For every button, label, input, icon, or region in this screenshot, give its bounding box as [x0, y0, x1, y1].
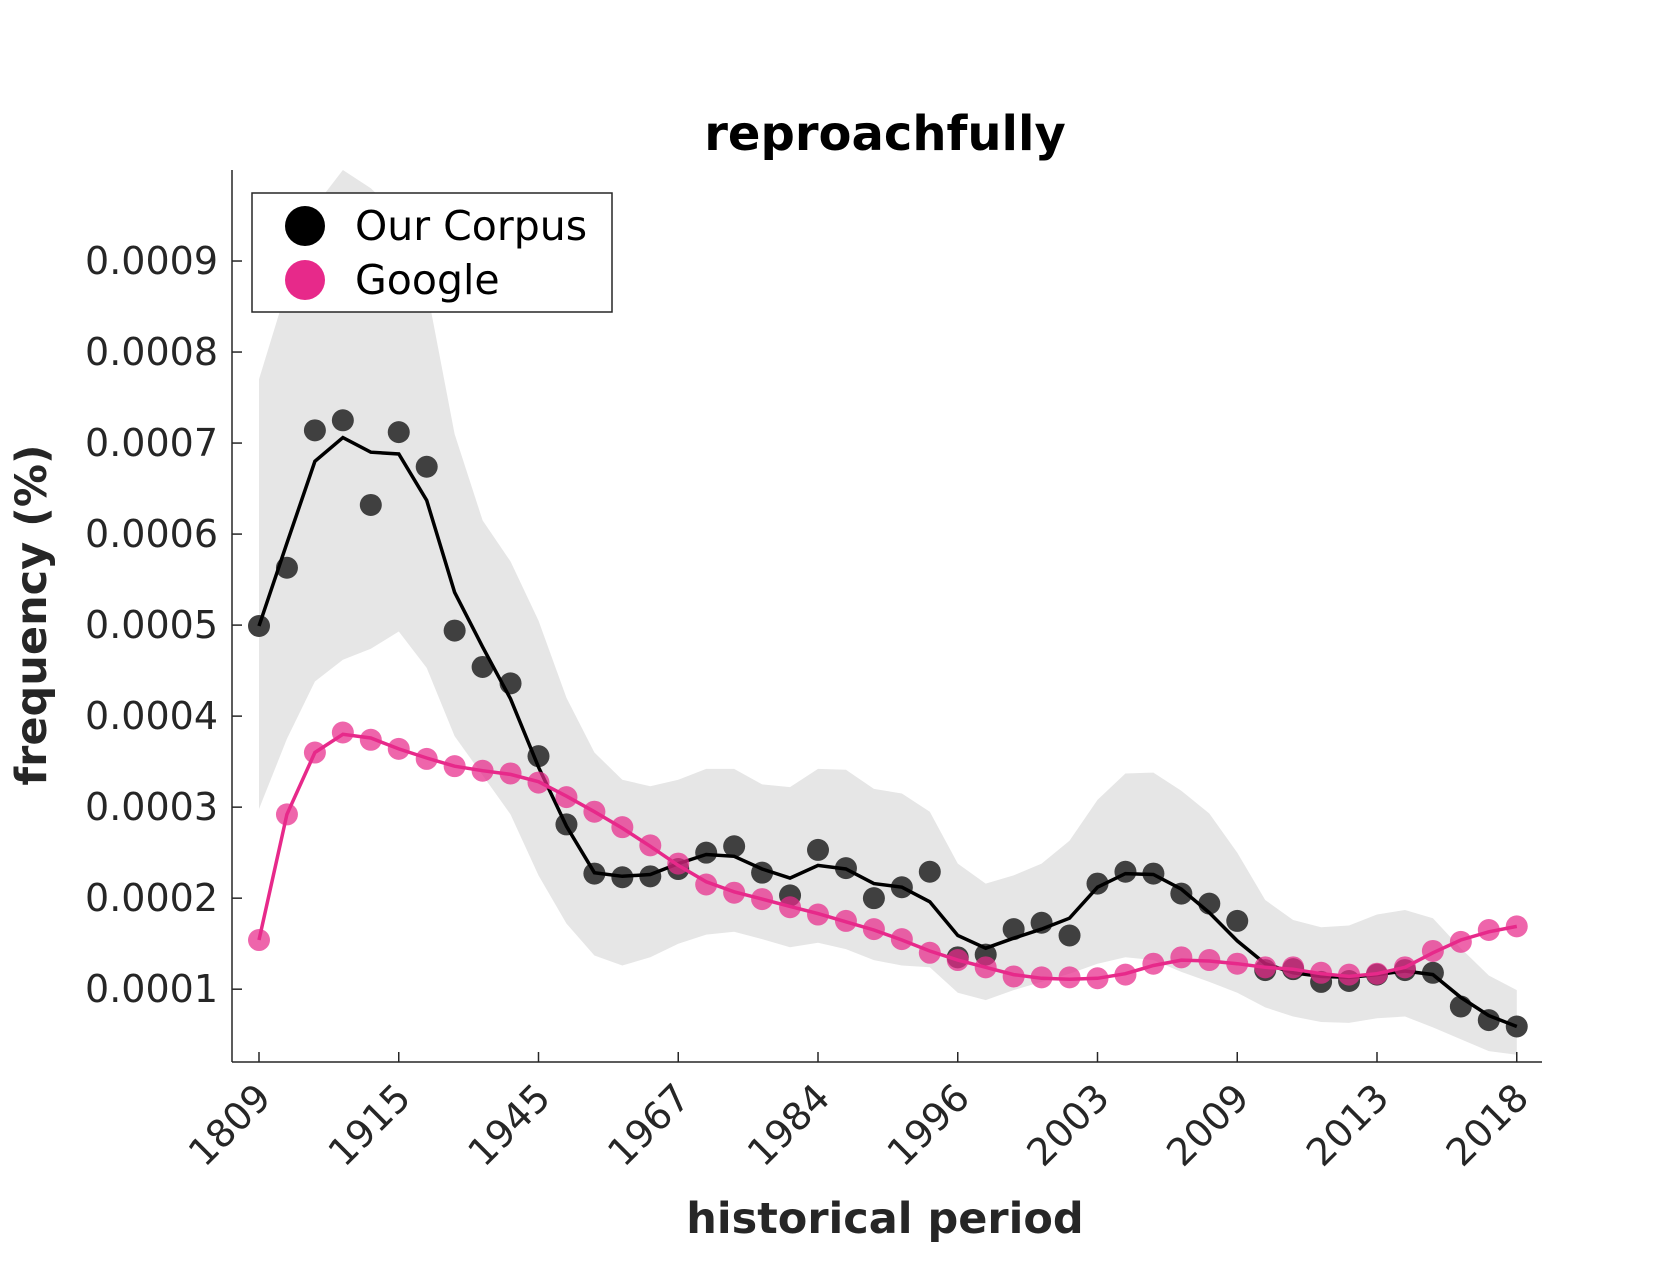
x-tick-label: 1984 [739, 1075, 839, 1175]
our-corpus-point [415, 455, 438, 478]
our-corpus-point [807, 838, 829, 861]
y-tick-label: 0.0001 [85, 967, 218, 1011]
x-axis-title: historical period [686, 1194, 1083, 1244]
our-corpus-point [331, 409, 354, 432]
our-corpus-point [723, 835, 746, 858]
y-tick-label: 0.0008 [85, 330, 218, 374]
y-tick-label: 0.0006 [85, 512, 218, 556]
x-tick-label: 2009 [1158, 1075, 1258, 1175]
our-corpus-confidence-band [259, 170, 1517, 1055]
our-corpus-point [862, 887, 885, 910]
our-corpus-point [359, 493, 382, 516]
legend-marker-google [285, 260, 325, 300]
x-tick-label: 1996 [879, 1075, 979, 1175]
our-corpus-point [918, 860, 941, 883]
google-point [1142, 952, 1165, 975]
our-corpus-point [1226, 909, 1249, 932]
legend-marker-our-corpus [285, 206, 325, 246]
google-point [1170, 946, 1193, 969]
google-point [1058, 966, 1081, 989]
google-point [1338, 963, 1361, 986]
x-tick-label: 2003 [1018, 1075, 1118, 1175]
legend-label-our-corpus: Our Corpus [355, 202, 587, 250]
google-point [1002, 965, 1025, 988]
google-point [1282, 956, 1305, 979]
x-tick-label: 1809 [180, 1075, 280, 1175]
our-corpus-point [443, 619, 466, 642]
axes [231, 170, 1542, 1063]
legend: Our Corpus Google [251, 192, 613, 313]
our-corpus-point [1086, 872, 1109, 895]
y-tick-label: 0.0003 [85, 785, 218, 829]
our-corpus-line [257, 435, 1518, 1029]
y-tick-label: 0.0007 [85, 421, 218, 465]
x-tick-label: 1945 [459, 1075, 559, 1175]
our-corpus-point [471, 655, 494, 678]
x-tick-label: 2013 [1298, 1075, 1398, 1175]
y-axis-title: frequency (%) [7, 444, 57, 785]
our-corpus-point [248, 615, 270, 638]
our-corpus-point [695, 841, 718, 864]
legend-label-google: Google [355, 256, 500, 304]
series-layer [248, 409, 1528, 1038]
google-line [257, 732, 1518, 981]
x-tick-label: 1967 [599, 1075, 699, 1175]
y-tick-label: 0.0004 [85, 694, 218, 738]
our-corpus-point [303, 419, 326, 442]
our-corpus-point [387, 421, 410, 444]
our-corpus-point [1114, 860, 1137, 883]
y-tick-label: 0.0002 [85, 876, 218, 920]
y-tick-label: 0.0009 [85, 239, 218, 283]
our-corpus-point [1477, 1009, 1500, 1032]
our-corpus-point [1058, 924, 1081, 947]
x-tick-label: 2018 [1438, 1075, 1538, 1175]
google-point [248, 929, 270, 952]
x-tick-label: 1915 [320, 1075, 420, 1175]
y-tick-label: 0.0005 [85, 603, 218, 647]
chart-title: reproachfully [704, 106, 1066, 162]
confidence-band-layer [259, 170, 1517, 1055]
